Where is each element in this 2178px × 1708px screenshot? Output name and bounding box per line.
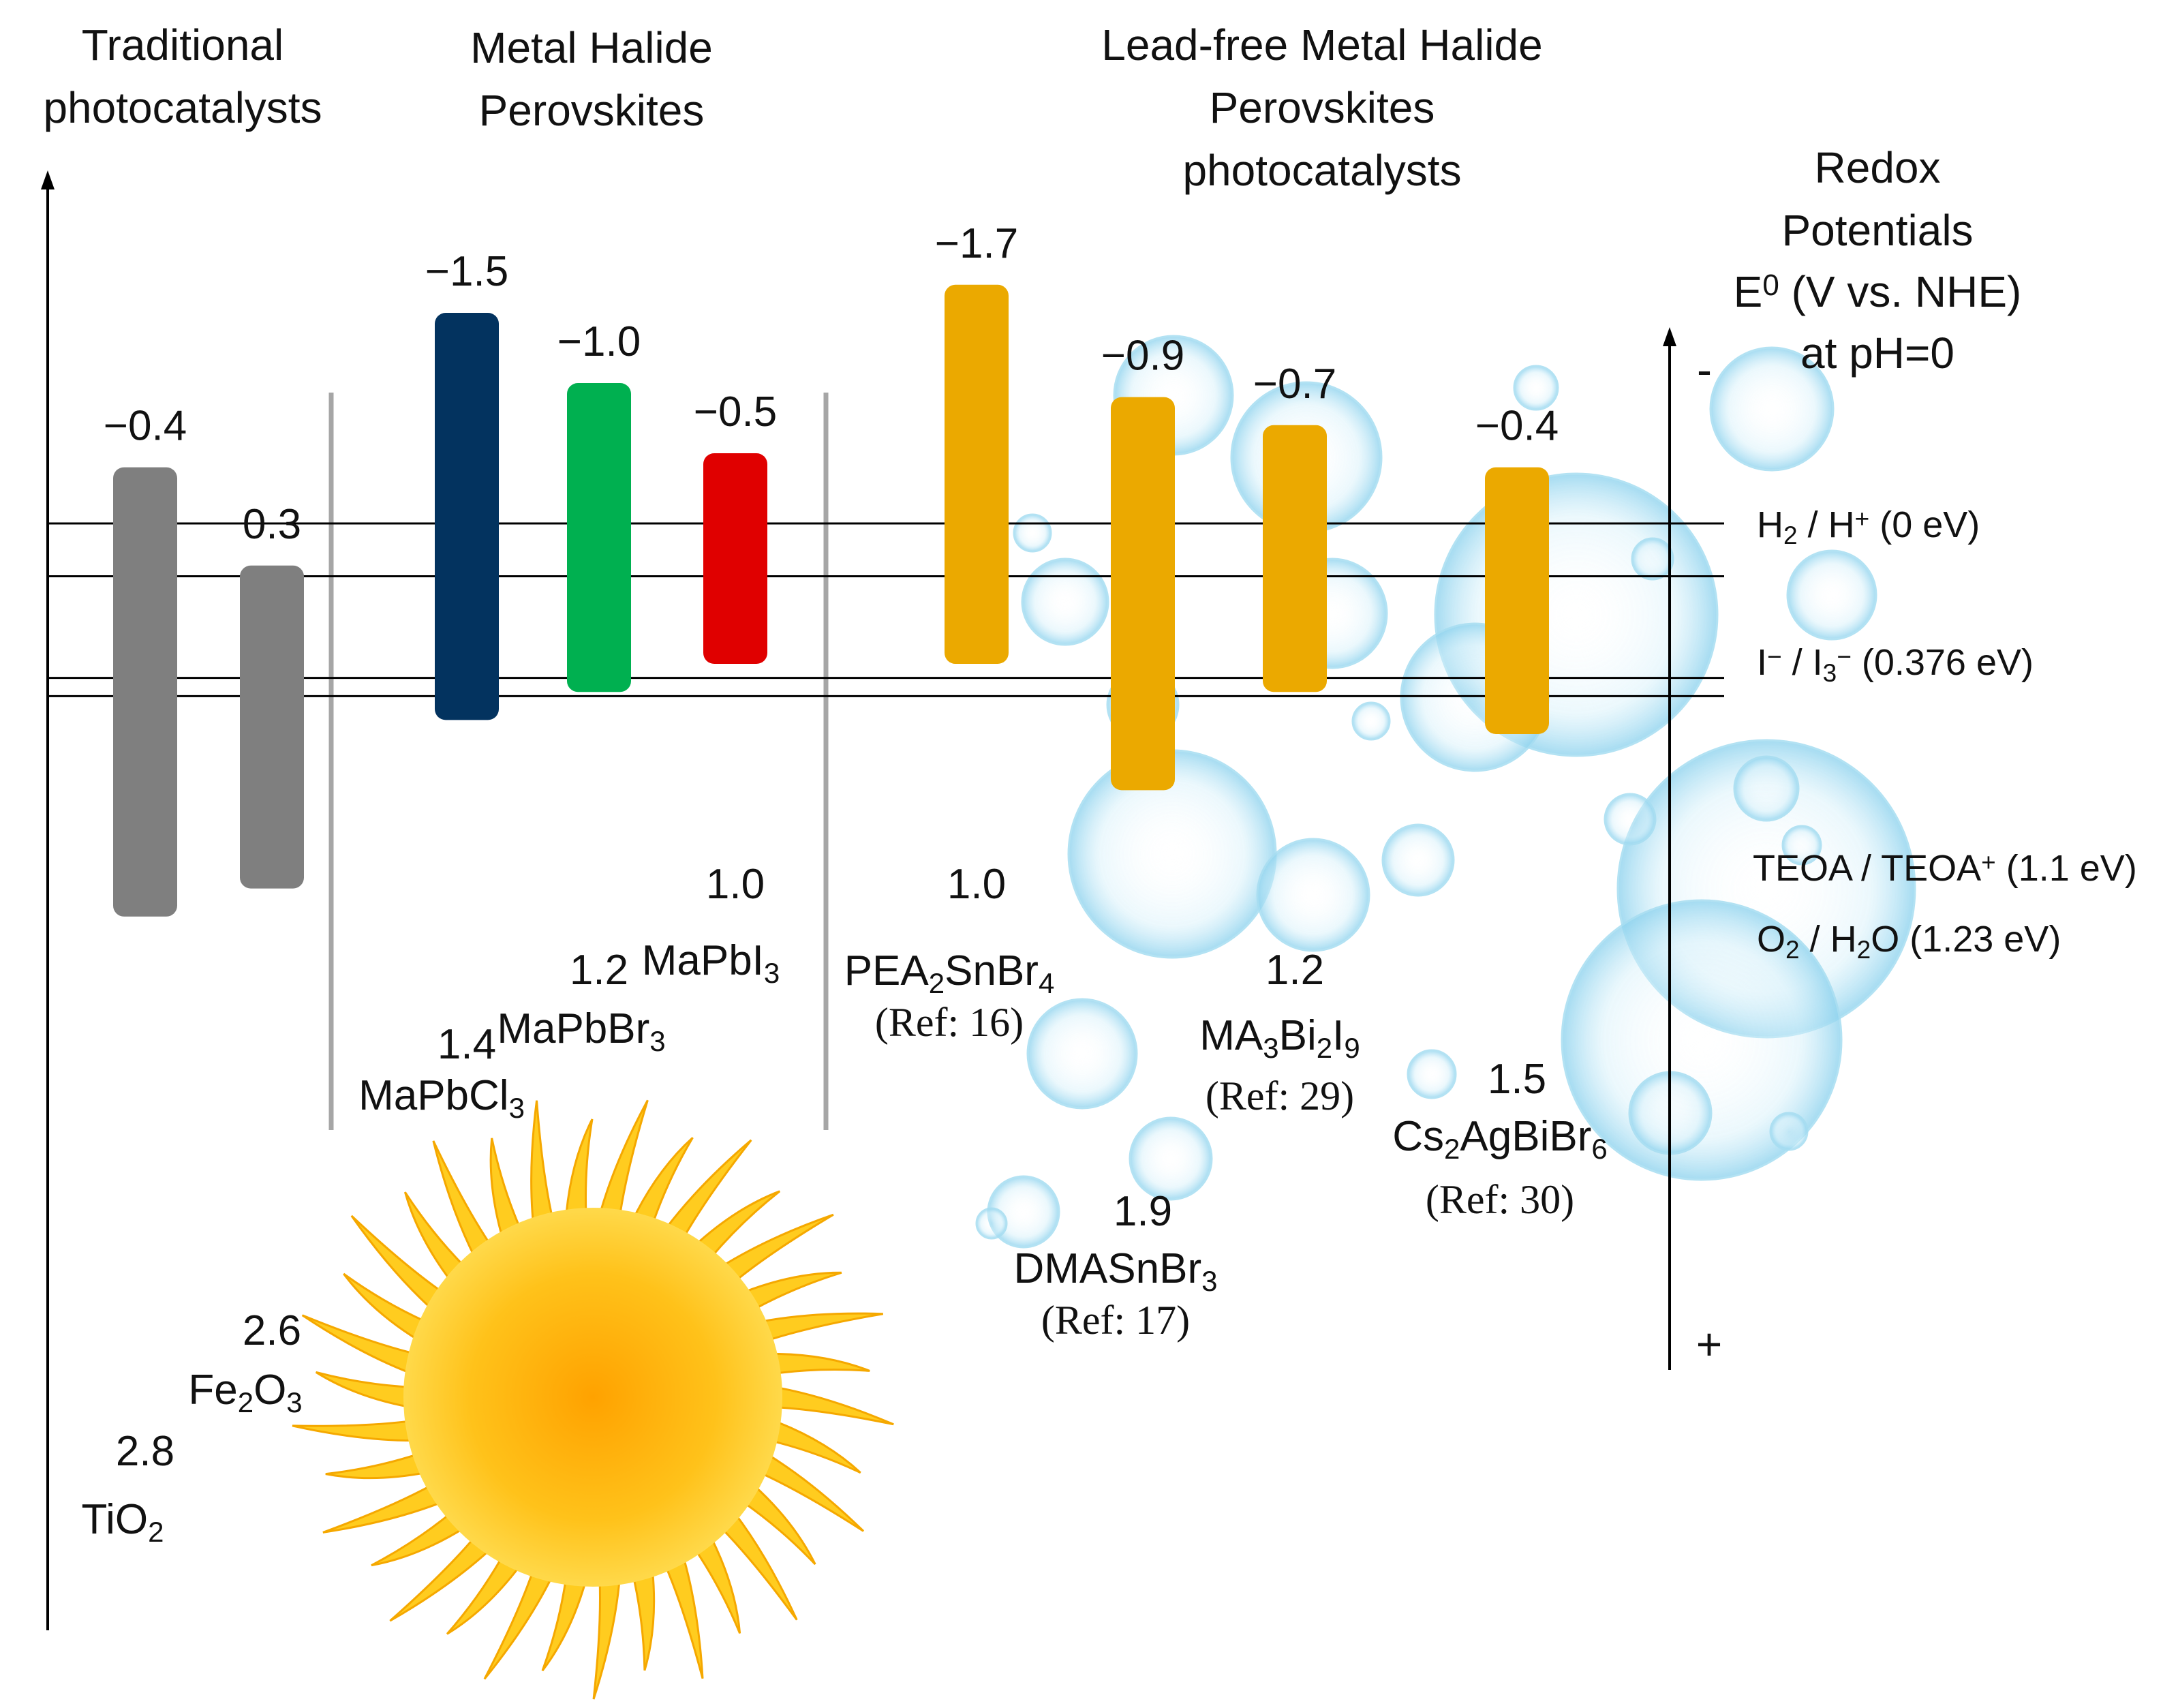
material-name-cs2agbibr6: Cs2AgBiBr6 (1392, 1113, 1607, 1165)
bubble-25 (1604, 793, 1657, 846)
redox-title-line-4: at pH=0 (1800, 329, 1954, 378)
ref-citation-pea2snbr4: (Ref: 16) (875, 1000, 1024, 1045)
bubble-20 (1351, 701, 1391, 741)
bar-mapbcl3 (435, 313, 499, 720)
vb-label-pea2snbr4: 1.0 (947, 861, 1006, 908)
cb-label-tio2: −0.4 (104, 403, 187, 450)
bubble-18 (975, 1207, 1008, 1240)
bar-dmasnbr3 (1111, 397, 1175, 791)
vb-label-ma3bi2i9: 1.2 (1266, 947, 1324, 994)
ref-label-teoa-teoa: TEOA / TEOA+ (1.1 eV) (1753, 848, 2137, 889)
sun-illustration (292, 1099, 894, 1700)
material-name-mapbcl3: MaPbCl3 (358, 1072, 525, 1124)
sun-disc (403, 1208, 782, 1587)
axis-sign-top: - (1697, 344, 1712, 395)
ref-citation-dmasnbr3: (Ref: 17) (1041, 1298, 1190, 1343)
material-name-mapbbr3: MaPbBr3 (497, 1005, 665, 1057)
axis-sign-bottom: + (1696, 1319, 1723, 1369)
bubble-15 (1631, 537, 1674, 581)
ref-label-h2-h: H2 / H+ (0 eV) (1757, 504, 1980, 549)
bar-mapbi3 (703, 453, 767, 664)
vb-label-mapbcl3: 1.4 (438, 1021, 496, 1068)
bars (113, 284, 1549, 917)
vb-label-fe2o3: 2.6 (243, 1307, 301, 1354)
bubble-14 (1513, 365, 1559, 411)
axes: -+ (41, 170, 1722, 1630)
bar-cs2agbibr6 (1485, 467, 1549, 734)
redox-title-line-3: E0 (V vs. NHE) (1734, 267, 2022, 316)
material-name-fe2o3: Fe2O3 (188, 1367, 302, 1418)
bubble-26 (1781, 825, 1822, 866)
cb-label-dmasnbr3: −0.9 (1101, 333, 1184, 380)
ref-label-i-i3: I− / I3− (0.376 eV) (1757, 642, 2034, 687)
bar-ma3bi2i9 (1263, 425, 1327, 692)
vb-label-tio2: 2.8 (116, 1428, 174, 1475)
cb-label-ma3bi2i9: −0.7 (1253, 361, 1336, 408)
bubble-22 (1769, 1112, 1809, 1151)
group-header-traditional-line-2: photocatalysts (43, 83, 322, 132)
material-name-ma3bi2i9: MA3Bi2I9 (1199, 1012, 1360, 1064)
cb-label-cs2agbibr6: −0.4 (1475, 403, 1559, 450)
cb-label-mapbbr3: −1.0 (557, 318, 641, 365)
redox-title-line-1: Redox (1815, 143, 1941, 192)
group-header-mhp-line-2: Perovskites (479, 86, 705, 135)
cb-label-mapbcl3: −1.5 (425, 248, 508, 295)
vb-label-mapbbr3: 1.2 (570, 947, 628, 994)
bubble-27 (1129, 1116, 1213, 1201)
bubble-21 (1381, 823, 1455, 897)
bar-fe2o3 (240, 565, 304, 889)
cb-label-mapbi3: −0.5 (694, 388, 777, 436)
bubble-3 (1786, 549, 1877, 641)
bubble-10 (1021, 558, 1109, 646)
vb-label-cs2agbibr6: 1.5 (1488, 1056, 1546, 1103)
bubble-28 (1407, 1049, 1457, 1099)
material-name-pea2snbr4: PEA2SnBr4 (844, 947, 1055, 999)
bubble-2 (1709, 346, 1835, 472)
bubble-7 (1026, 998, 1138, 1110)
cb-label-pea2snbr4: −1.7 (935, 220, 1018, 267)
bar-mapbbr3 (567, 383, 631, 692)
material-name-mapbi3: MaPbI3 (642, 937, 780, 989)
group-header-leadfree-line-1: Lead-free Metal Halide (1101, 20, 1542, 70)
bar-tio2 (113, 467, 177, 917)
vb-label-dmasnbr3: 1.9 (1114, 1188, 1172, 1235)
material-name-tio2: TiO2 (82, 1496, 164, 1548)
ref-citation-ma3bi2i9: (Ref: 29) (1206, 1073, 1354, 1118)
material-name-dmasnbr3: DMASnBr3 (1014, 1245, 1218, 1297)
reference-lines: H2 / H+ (0 eV) I− / I3− (0.376 eV) TEOA / … (48, 504, 2137, 964)
ref-label-o2-h2o: O2 / H2O (1.23 eV) (1757, 919, 2061, 964)
ref-citation-cs2agbibr6: (Ref: 30) (1426, 1177, 1574, 1222)
bubble-12 (1256, 838, 1370, 952)
group-header-traditional-line-1: Traditional (82, 20, 283, 70)
group-header-mhp-line-1: Metal Halide (470, 23, 713, 72)
vb-label-mapbi3: 1.0 (706, 861, 765, 908)
bubbles-illustration (975, 335, 1916, 1249)
group-header-leadfree-line-3: photocatalysts (1182, 146, 1461, 195)
left-axis-arrowhead (41, 170, 55, 189)
sun-rays (292, 1099, 894, 1700)
bar-pea2snbr4 (945, 284, 1009, 664)
redox-title-line-2: Potentials (1781, 206, 1973, 255)
bubble-19 (1013, 513, 1052, 553)
cb-label-fe2o3: 0.3 (243, 501, 301, 548)
group-header-leadfree-line-2: Perovskites (1210, 83, 1435, 132)
redox-axis-arrowhead (1663, 327, 1676, 346)
bubble-16 (1733, 755, 1800, 822)
